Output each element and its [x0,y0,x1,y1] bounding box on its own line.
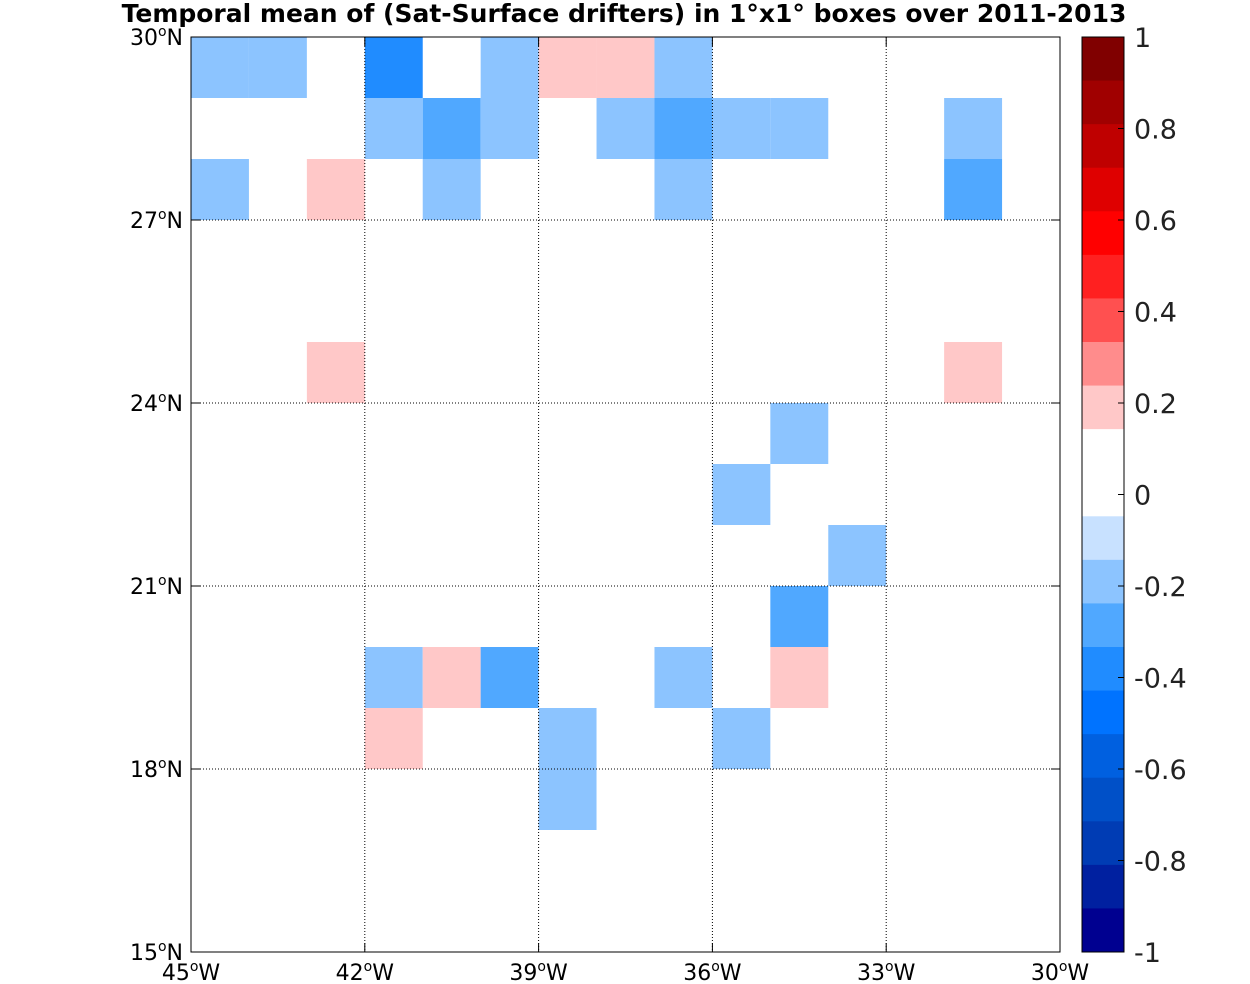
colorbar-tick-labels: 1 0.8 0.6 0.4 0.2 0 -0.2 -0.4 -0.6 -0.8 -1 [1118,23,1187,969]
colorbar-segment [1082,516,1124,561]
x-tick-label: 42oW [336,959,395,984]
colorbar-segment [1082,908,1124,953]
colorbar-segment [1082,167,1124,212]
heatmap-cell [422,98,481,159]
colorbar-tick-label: -0.4 [1134,664,1187,695]
y-tick-label: 21oN [130,573,183,600]
colorbar-segment [1082,429,1124,474]
heatmap-cell [944,98,1003,159]
colorbar-tick-label: -0.2 [1134,572,1187,603]
heatmap-cell [712,464,771,525]
heatmap-cell [828,525,887,586]
x-tick-label: 36oW [683,959,742,984]
x-tick-label: 30oW [1031,959,1090,984]
colorbar-segment [1082,342,1124,387]
heatmap-cell [770,586,829,647]
heatmap-cell [191,37,249,98]
heatmap-cell [712,98,771,159]
heatmap-cell [364,647,423,708]
heatmap-cell [191,159,249,220]
heatmap-cell [364,98,423,159]
heatmap-cell [596,98,655,159]
heatmap-cell [944,342,1003,403]
heatmap-cell [480,647,539,708]
colorbar-segment [1082,37,1124,82]
colorbar-segment [1082,603,1124,648]
y-tick-label: 27oN [130,207,183,234]
heatmap-cell [538,37,597,98]
heatmap-cell [712,708,771,769]
y-tick-label: 30oN [130,24,183,51]
colorbar-tick-label: 0.2 [1134,389,1177,420]
colorbar-tick-label: 1 [1134,23,1151,54]
colorbar-segment [1082,690,1124,735]
colorbar-segment [1082,80,1124,125]
heatmap-cell [422,647,481,708]
colorbar-tick-label: 0.6 [1134,206,1177,237]
y-tick-label: 18oN [130,756,183,783]
y-tick-labels: 15oN 18oN 21oN 24oN 27oN 30oN [130,24,183,966]
heatmap-cell [364,708,423,769]
colorbar-segment [1082,559,1124,604]
heatmap-cell [306,159,365,220]
colorbar-tick-label: 0.8 [1134,115,1177,146]
y-tick-label: 15oN [130,939,183,966]
x-tick-label: 39oW [509,959,568,984]
heatmap-cell [364,37,423,98]
colorbar-tick-label: 0.4 [1134,298,1177,329]
cells-layer [191,37,1003,830]
heatmap-cell [944,159,1003,220]
colorbar-segment [1082,777,1124,822]
heatmap-cell [480,37,539,98]
colorbar [1081,36,1125,953]
heatmap-cell [480,98,539,159]
heatmap-cell [654,98,713,159]
colorbar-segment [1082,254,1124,299]
x-tick-label: 45oW [162,959,221,984]
colorbar-segment [1082,211,1124,256]
heatmap-cell [654,37,713,98]
heatmap-cell [538,708,597,769]
heatmap-cell [306,342,365,403]
plot-frame [190,36,1061,953]
colorbar-tick-label: -0.8 [1134,847,1187,878]
colorbar-tick-label: -1 [1134,938,1161,969]
chart-title: Temporal mean of (Sat-Surface drifters) … [122,0,1127,28]
heatmap-cell [596,37,655,98]
heatmap-cell [654,159,713,220]
x-tick-label: 33oW [857,959,916,984]
heatmap-cell [770,403,829,464]
heatmap-cell [654,647,713,708]
heatmap-cell [770,647,829,708]
colorbar-segment [1082,647,1124,692]
colorbar-segment [1082,472,1124,517]
colorbar-segment [1082,385,1124,430]
colorbar-segment [1082,298,1124,343]
heatmap-cell [422,159,481,220]
y-tick-label: 24oN [130,390,183,417]
colorbar-tick-label: 0 [1134,481,1151,512]
colorbar-segment [1082,864,1124,909]
heatmap-cell [770,98,829,159]
colorbar-tick-label: -0.6 [1134,755,1187,786]
colorbar-segment [1082,124,1124,169]
x-tick-labels: 45oW 42oW 39oW 36oW 33oW 30oW [162,959,1090,984]
colorbar-segment [1082,821,1124,866]
grid-lines [191,37,1060,952]
heatmap-cell [248,37,307,98]
heatmap-cell [538,769,597,830]
axis-ticks [190,36,1061,953]
colorbar-segment [1082,734,1124,779]
